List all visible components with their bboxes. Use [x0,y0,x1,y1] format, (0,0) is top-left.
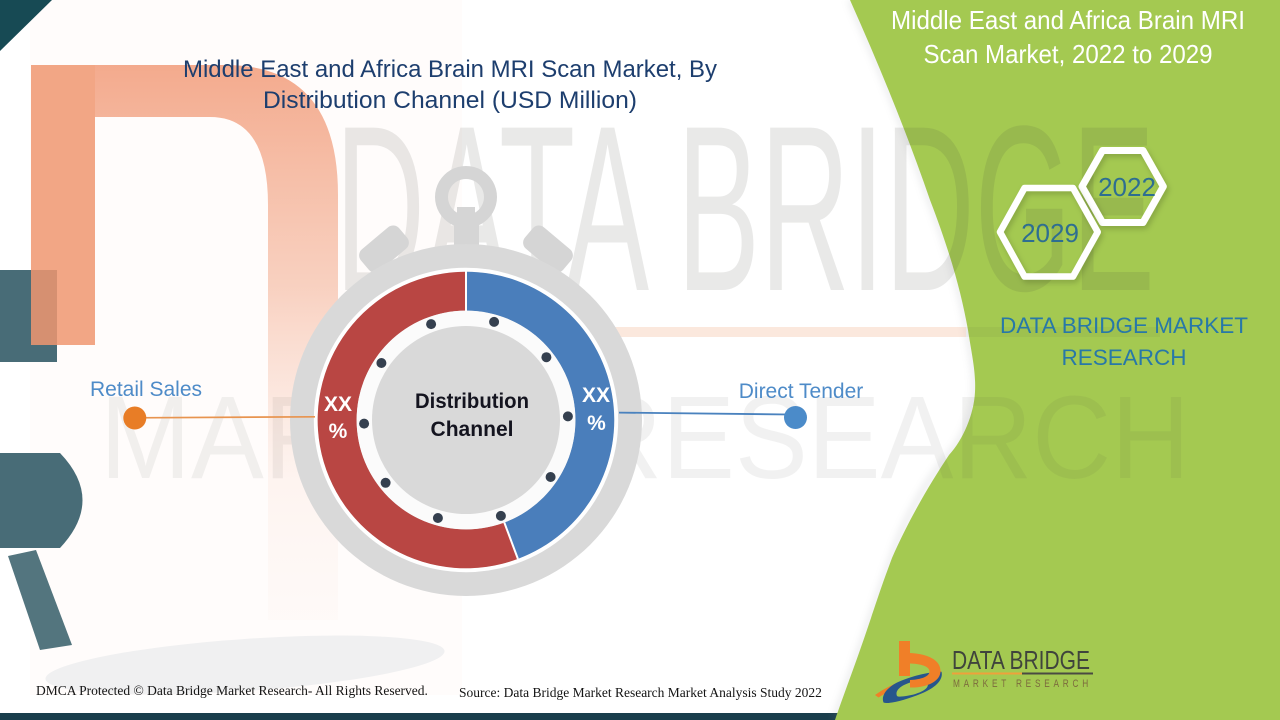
svg-text:Retail Sales: Retail Sales [90,378,202,401]
svg-text:Distribution Channel (USD Mill: Distribution Channel (USD Million) [263,87,637,114]
svg-text:Channel: Channel [431,418,514,441]
svg-text:Distribution: Distribution [415,390,529,413]
svg-text:MARKET RESEARCH: MARKET RESEARCH [100,371,1190,503]
svg-text:MARKET RESEARCH: MARKET RESEARCH [953,678,1092,690]
svg-text:XX: XX [582,384,610,407]
svg-text:RESEARCH: RESEARCH [1061,345,1186,370]
svg-text:Direct Tender: Direct Tender [739,380,864,403]
svg-text:Source: Data Bridge Market Res: Source: Data Bridge Market Research Mark… [459,685,822,700]
svg-text:DATA BRIDGE: DATA BRIDGE [952,645,1090,675]
svg-text:2022: 2022 [1098,172,1156,202]
svg-text:%: % [587,412,606,435]
svg-text:DATA BRIDGE MARKET: DATA BRIDGE MARKET [1000,313,1248,338]
svg-text:2029: 2029 [1021,218,1079,248]
svg-text:%: % [329,420,348,443]
svg-text:XX: XX [324,393,352,416]
svg-text:DMCA Protected © Data Bridge M: DMCA Protected © Data Bridge Market Rese… [36,683,428,698]
svg-text:Middle East and Africa Brain M: Middle East and Africa Brain MRI Scan Ma… [183,56,718,83]
svg-text:Middle East and Africa Brain M: Middle East and Africa Brain MRI [891,5,1245,35]
svg-text:Scan Market, 2022 to 2029: Scan Market, 2022 to 2029 [924,39,1213,69]
